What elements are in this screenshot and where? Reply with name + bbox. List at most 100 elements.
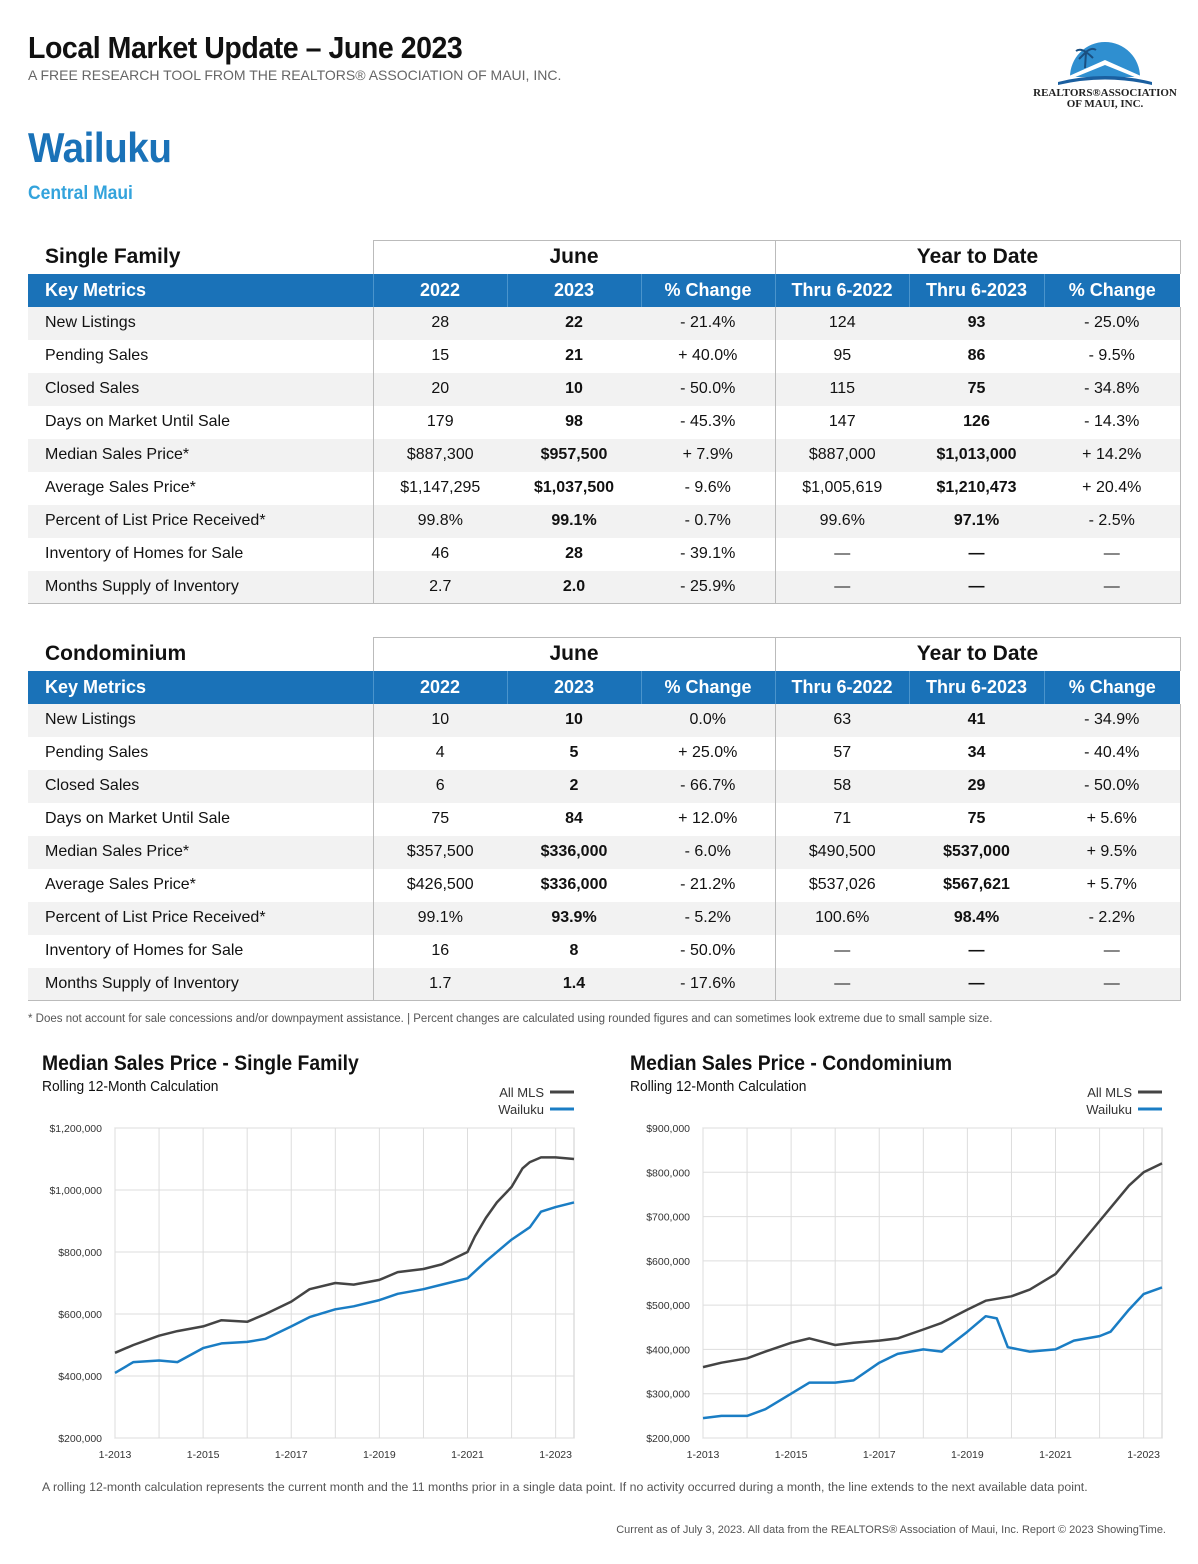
pct-change: + 7.9% [641, 438, 775, 472]
x-tick-label: 1-2017 [863, 1449, 896, 1461]
value-2022: 179 [372, 405, 507, 439]
value-thru-2023: 41 [909, 703, 1044, 737]
metric-name: Median Sales Price* [28, 835, 373, 869]
ytd-pct-change: - 34.9% [1044, 703, 1181, 737]
value-2023: 2.0 [507, 570, 641, 604]
value-2023: 28 [565, 545, 583, 562]
value-2022: 16 [372, 934, 507, 968]
y-tick-label: $600,000 [58, 1309, 102, 1321]
metric-name: Median Sales Price* [28, 438, 373, 472]
pct-change: - 21.2% [680, 876, 736, 893]
col-pct-change: % Change [640, 273, 775, 307]
metric-name: Closed Sales [28, 372, 373, 406]
value-thru-2022: 115 [774, 372, 909, 406]
value-thru-2022: — [774, 537, 909, 571]
value-thru-2023: 34 [967, 744, 986, 761]
table-row: Average Sales Price* $426,500 $336,000 - 21… [28, 868, 1181, 902]
column-header-row: Key Metrics 2022 2023 % Change Thru 6-20… [28, 670, 1180, 704]
value-thru-2023: $537,000 [909, 835, 1044, 869]
col-thru-2023: Thru 6-2023 [908, 273, 1044, 307]
value-2023: 8 [569, 942, 579, 959]
plot-area [702, 1127, 1163, 1439]
x-tick-label: 1-2017 [275, 1449, 308, 1461]
ytd-pct-change: - 34.8% [1044, 372, 1181, 406]
ytd-pct-change: - 14.3% [1044, 405, 1181, 439]
value-thru-2022: 71 [774, 802, 909, 836]
y-tick-label: $1,200,000 [49, 1123, 102, 1135]
group-header-ytd: Year to Date [774, 637, 1181, 671]
value-thru-2022: 63 [774, 703, 909, 737]
ytd-pct-change: - 25.0% [1044, 306, 1181, 340]
value-thru-2023: $567,621 [943, 876, 1010, 893]
y-tick-label: $500,000 [646, 1300, 690, 1312]
pct-change: + 40.0% [678, 347, 738, 364]
value-thru-2023: 97.1% [909, 504, 1044, 538]
value-2022: 20 [372, 372, 507, 406]
pct-change: - 9.6% [684, 479, 731, 496]
value-2022: $1,147,295 [372, 471, 507, 505]
y-tick-label: $600,000 [646, 1256, 690, 1268]
value-2022: 28 [372, 306, 507, 340]
ytd-pct-change: + 5.6% [1044, 802, 1181, 836]
series-line-wailuku [114, 1201, 575, 1374]
value-thru-2023: 86 [967, 347, 986, 364]
col-ytd-pct-change: % Change [1043, 273, 1180, 307]
footnote: * Does not account for sale concessions … [28, 1013, 993, 1025]
pct-change: - 0.7% [641, 504, 775, 538]
value-thru-2022: 100.6% [774, 901, 909, 935]
value-thru-2023: — [968, 545, 985, 562]
value-2023: 99.1% [507, 504, 641, 538]
rolling-calculation-note: A rolling 12-month calculation represent… [42, 1480, 1088, 1494]
value-2023: 5 [569, 744, 579, 761]
copyright-notice: Current as of July 3, 2023. All data fro… [616, 1524, 1166, 1536]
col-thru-2023: Thru 6-2023 [908, 670, 1044, 704]
y-tick-label: $400,000 [58, 1371, 102, 1383]
table-row: Months Supply of Inventory 1.7 1.4- 17.6% —… [28, 967, 1181, 1001]
x-tick-label: 1-2021 [1039, 1449, 1072, 1461]
single-family-price-chart: $200,000 $400,000 $600,000 $800,000 $1,000,0… [49, 1085, 575, 1461]
value-2023: $336,000 [507, 835, 641, 869]
ytd-pct-change: + 5.7% [1044, 868, 1181, 902]
legend-label: Wailuku [498, 1102, 544, 1117]
pct-change: - 21.4% [641, 306, 775, 340]
value-thru-2022: 58 [774, 769, 909, 803]
ytd-pct-change: + 20.4% [1044, 471, 1181, 505]
pct-change: - 50.0% [641, 372, 775, 406]
logo-line-1: REALTORS®ASSOCIATION [1033, 87, 1177, 99]
metric-name: New Listings [28, 703, 373, 737]
condominium-table: Condominium June Year to Date Key Metric… [28, 637, 1181, 1001]
value-2023: 98 [565, 413, 583, 430]
col-2023: 2023 [506, 273, 641, 307]
ytd-pct-change: — [1044, 967, 1181, 1001]
group-header-month: June [372, 240, 775, 274]
table-row: Closed Sales 6 2- 66.7% 58 29- 50.0% [28, 769, 1181, 803]
col-ytd-pct-change: % Change [1043, 670, 1180, 704]
value-thru-2023: — [909, 570, 1044, 604]
legend-label: Wailuku [1086, 1102, 1132, 1117]
value-2023: 1.4 [507, 967, 641, 1001]
metric-name: Days on Market Until Sale [45, 413, 230, 430]
table-row: Median Sales Price* $357,500 $336,000- 6.0… [28, 835, 1181, 869]
value-thru-2022: $537,026 [774, 868, 909, 902]
table-row: Months Supply of Inventory 2.7 2.0- 25.9% —… [28, 570, 1181, 604]
y-tick-label: $800,000 [646, 1167, 690, 1179]
x-tick-label: 1-2013 [99, 1449, 132, 1461]
x-tick-label: 1-2023 [539, 1449, 572, 1461]
value-2022: 4 [372, 736, 507, 770]
area-name: Wailuku [28, 124, 172, 171]
ytd-pct-change: - 2.5% [1044, 504, 1181, 538]
series-line-all-mls [114, 1156, 575, 1354]
value-2023: $336,000 [540, 876, 608, 893]
pct-change: - 66.7% [641, 769, 775, 803]
y-tick-label: $200,000 [646, 1433, 690, 1445]
x-tick-label: 1-2015 [775, 1449, 808, 1461]
col-key-metrics: Key Metrics [28, 670, 373, 704]
chart-subtitle-single-family: Rolling 12-Month Calculation [42, 1078, 219, 1095]
ytd-pct-change: - 40.4% [1044, 736, 1181, 770]
x-tick-label: 1-2019 [951, 1449, 984, 1461]
value-thru-2023: 93 [909, 306, 1044, 340]
value-thru-2022: 99.6% [774, 504, 909, 538]
value-2023: 10 [507, 372, 641, 406]
metric-name: Pending Sales [45, 347, 149, 364]
x-tick-label: 1-2021 [451, 1449, 484, 1461]
